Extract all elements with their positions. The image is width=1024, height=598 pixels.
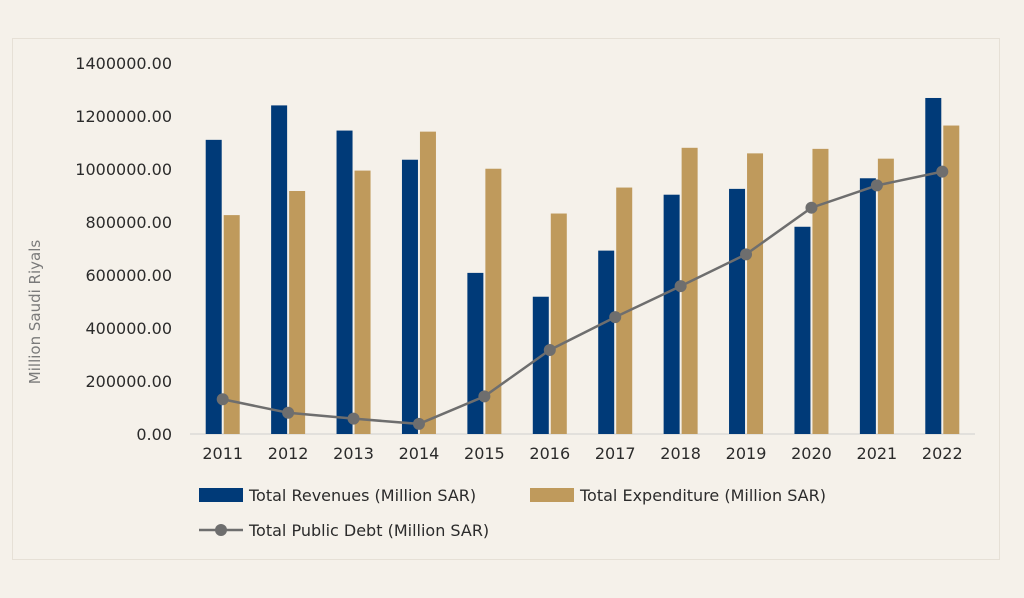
bar-revenues: [336, 130, 353, 434]
debt-point: [412, 417, 425, 430]
bar-expenditure: [223, 215, 240, 434]
x-tick-label: 2011: [202, 444, 243, 463]
debt-point: [805, 201, 818, 214]
x-tick-label: 2016: [529, 444, 570, 463]
x-tick-label: 2012: [268, 444, 309, 463]
debt-point: [936, 165, 949, 178]
bar-expenditure: [747, 153, 764, 435]
y-tick-label: 600000.00: [85, 266, 172, 285]
y-tick-label: 1400000.00: [75, 54, 172, 73]
bars-group: [205, 97, 960, 435]
debt-point: [216, 393, 229, 406]
bar-expenditure: [550, 213, 567, 434]
bar-revenues: [205, 139, 222, 434]
chart-panel: [12, 38, 1000, 560]
x-axis-ticks: 2011 2012 2013 2014 2015 2016 2017 2018 2019 2020…: [202, 444, 962, 463]
debt-point: [674, 280, 687, 293]
bar-expenditure: [812, 148, 829, 435]
x-tick-label: 2017: [595, 444, 636, 463]
bar-revenues: [467, 272, 484, 434]
bar-revenues: [598, 250, 615, 434]
y-tick-label: 800000.00: [85, 213, 172, 232]
debt-point: [347, 412, 360, 425]
x-tick-label: 2014: [399, 444, 440, 463]
legend-swatch-revenues: [199, 488, 243, 502]
y-tick-label: 1000000.00: [75, 160, 172, 179]
legend-label-debt: Total Public Debt (Million SAR): [248, 521, 489, 540]
bar-revenues: [729, 188, 746, 434]
bar-expenditure: [419, 131, 436, 434]
bar-revenues: [271, 105, 288, 435]
bar-revenues: [401, 159, 418, 434]
y-axis-ticks: 0.00 200000.00 400000.00 600000.00 800000.00…: [75, 54, 172, 444]
legend-swatch-expenditure: [530, 488, 574, 502]
bar-expenditure: [681, 147, 698, 435]
bar-revenues: [794, 226, 811, 434]
debt-point: [870, 179, 883, 192]
debt-point: [282, 406, 295, 419]
debt-series-line: [222, 170, 943, 426]
debt-point: [478, 390, 491, 403]
y-axis-title: Million Saudi Riyals: [26, 240, 44, 385]
debt-point: [609, 311, 622, 324]
legend-label-expenditure: Total Expenditure (Million SAR): [579, 486, 826, 505]
y-tick-label: 400000.00: [85, 319, 172, 338]
debt-point: [740, 248, 753, 261]
bar-expenditure: [485, 168, 502, 435]
legend: Total Revenues (Million SAR) Total Expen…: [199, 486, 826, 540]
y-tick-label: 1200000.00: [75, 107, 172, 126]
legend-swatch-debt-marker: [215, 524, 227, 536]
bar-revenues: [532, 296, 549, 434]
x-tick-label: 2015: [464, 444, 505, 463]
y-tick-label: 0.00: [136, 425, 172, 444]
bar-revenues: [925, 97, 942, 434]
bar-expenditure: [616, 187, 633, 434]
bar-revenues: [663, 194, 680, 434]
legend-label-revenues: Total Revenues (Million SAR): [248, 486, 476, 505]
x-tick-label: 2013: [333, 444, 374, 463]
debt-point: [543, 343, 556, 356]
x-tick-label: 2020: [791, 444, 832, 463]
x-tick-label: 2021: [857, 444, 898, 463]
x-tick-label: 2018: [660, 444, 701, 463]
debt-line-group: [216, 165, 949, 430]
bar-expenditure: [289, 190, 306, 434]
bar-expenditure: [877, 158, 894, 435]
x-tick-label: 2022: [922, 444, 963, 463]
y-tick-label: 200000.00: [85, 372, 172, 391]
bar-revenues: [859, 178, 876, 434]
bar-expenditure: [354, 170, 371, 434]
bar-expenditure: [943, 125, 960, 434]
x-tick-label: 2019: [726, 444, 767, 463]
